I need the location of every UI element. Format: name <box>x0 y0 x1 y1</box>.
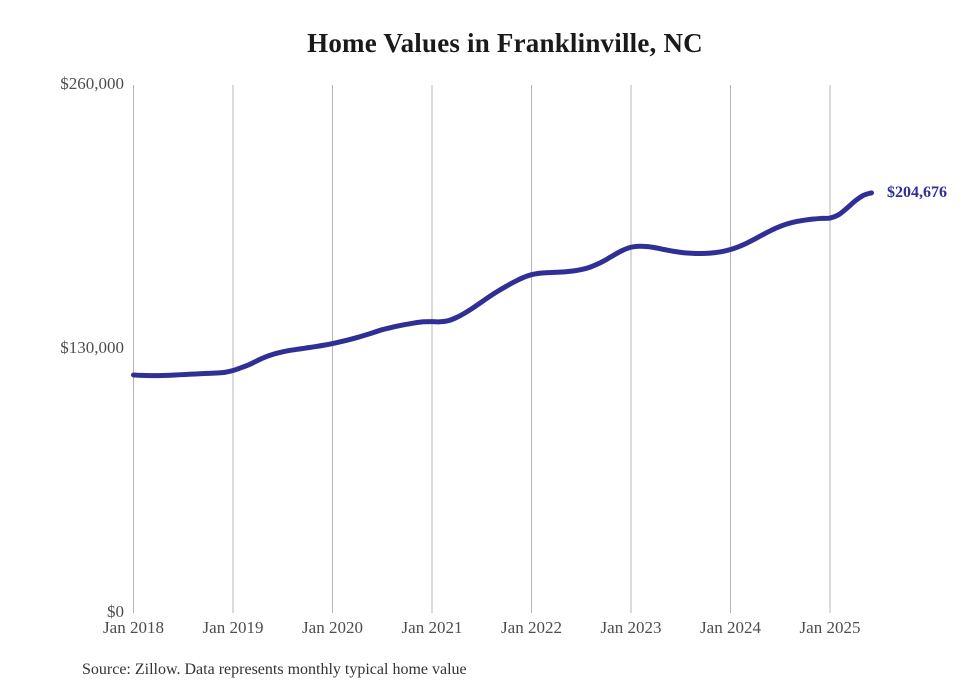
x-tick-label-jan-2025: Jan 2025 <box>799 618 861 637</box>
end-value-label: $204,676 <box>887 184 947 201</box>
source-note: Source: Zillow. Data represents monthly … <box>82 661 467 678</box>
x-tick-label-jan-2019: Jan 2019 <box>202 618 264 637</box>
x-tick-label-jan-2022: Jan 2022 <box>501 618 562 637</box>
x-tick-label-jan-2023: Jan 2023 <box>600 618 662 637</box>
x-tick-label-jan-2024: Jan 2024 <box>700 618 761 637</box>
x-tick-label-jan-2020: Jan 2020 <box>302 618 363 637</box>
y-tick-label-260000: $260,000 <box>60 74 124 93</box>
y-tick-label-0: $0 <box>107 602 124 621</box>
series-line-typical-home-value <box>131 190 874 379</box>
y-tick-label-130000: $130,000 <box>60 338 124 357</box>
y-axis-tick-labels: $260,000 $130,000 $0 <box>0 0 124 699</box>
x-tick-label-jan-2018: Jan 2018 <box>103 618 164 637</box>
chart-title: Home Values in Franklinville, NC <box>307 28 703 58</box>
x-tick-label-jan-2021: Jan 2021 <box>401 618 463 637</box>
gridlines <box>133 85 831 613</box>
